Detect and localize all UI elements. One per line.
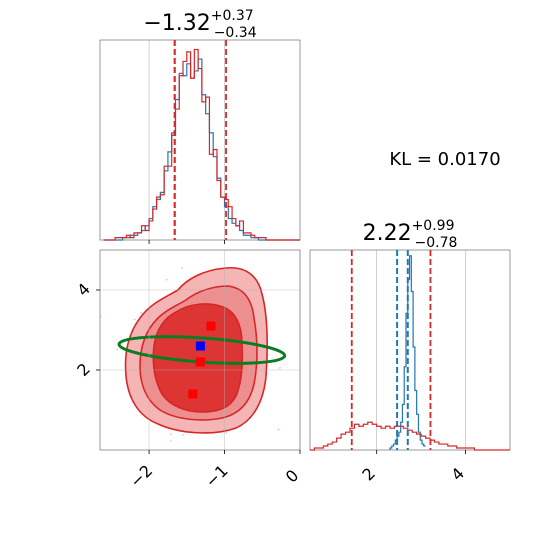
- joint-panel: −2 −1 0 2 4: [73, 249, 303, 491]
- joint-sample-point: [277, 428, 280, 431]
- joint-frame: [99, 249, 301, 451]
- joint-marker-red: [206, 321, 216, 331]
- marginal-y-xtick-label: 2: [358, 464, 379, 485]
- joint-sample-point: [191, 452, 193, 454]
- joint-marker-red: [188, 389, 198, 399]
- joint-sample-point: [116, 348, 119, 351]
- marginal-y-panel: 2 4 2.22+0.99 −0.78: [309, 218, 511, 485]
- joint-sample-point: [133, 318, 136, 321]
- marginal-y-xtick-label: 4: [447, 464, 468, 485]
- joint-sample-point: [279, 367, 281, 369]
- joint-sample-point: [165, 278, 168, 281]
- marginal-x-panel: −1.32+0.37 −0.34: [99, 8, 301, 244]
- joint-ytick-label: 4: [73, 279, 94, 300]
- joint-marker-red: [195, 357, 205, 367]
- marginal-y-frame: [309, 249, 511, 451]
- joint-sample-point: [169, 440, 172, 442]
- joint-marker-blue: [195, 341, 205, 351]
- kl-annotation: KL = 0.0170: [389, 149, 500, 170]
- marginal-x-hist-blue: [103, 58, 300, 241]
- marginal-x-frame: [99, 39, 301, 241]
- joint-xtick-label: 0: [282, 466, 303, 487]
- joint-xtick-label: −1: [202, 461, 232, 491]
- marginal-y-title: 2.22+0.99 −0.78: [363, 218, 458, 251]
- joint-ytick-label: 2: [73, 359, 94, 380]
- joint-sample-point: [182, 433, 184, 436]
- joint-sample-point: [170, 433, 172, 435]
- joint-sample-point: [225, 431, 228, 434]
- marginal-x-hist-red: [103, 48, 300, 241]
- joint-sample-point: [181, 267, 184, 269]
- joint-xtick-label: −2: [126, 461, 156, 491]
- marginal-y-hist-red: [310, 421, 510, 451]
- marginal-x-title: −1.32+0.37 −0.34: [143, 8, 256, 41]
- joint-sample-point: [140, 312, 143, 314]
